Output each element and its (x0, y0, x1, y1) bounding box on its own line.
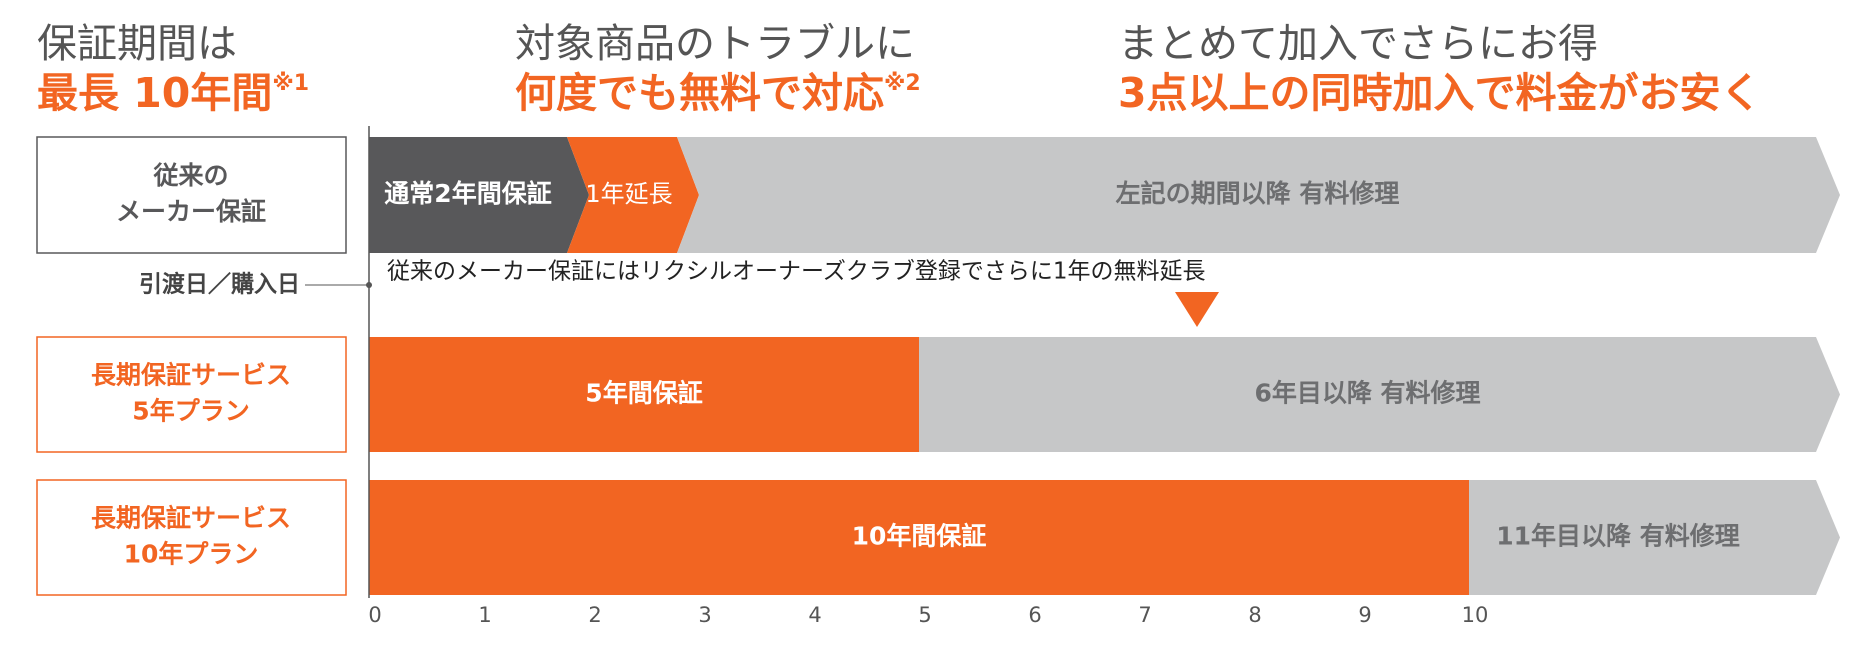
segment-label: 1年延長 (585, 180, 672, 208)
axis-tick-label: 8 (1248, 603, 1261, 627)
segment-label: 11年目以降 有料修理 (1496, 522, 1740, 551)
segment-label: 通常2年間保証 (384, 179, 551, 208)
axis-tick-label: 1 (478, 603, 491, 627)
headline-accent: 3点以上の同時加入で料金がお安く (1118, 69, 1762, 117)
bar-segment (369, 137, 589, 253)
headline-accent: 最長 10年間※1 (37, 69, 309, 117)
axis-tick-label: 6 (1028, 603, 1041, 627)
footnote-mark: ※1 (272, 71, 309, 96)
row-label: メーカー保証 (116, 197, 266, 226)
row-label: 長期保証サービス (91, 504, 291, 533)
axis-tick-label: 9 (1358, 603, 1371, 627)
axis-tick-label: 10 (1462, 603, 1489, 627)
axis-tick-label: 2 (588, 603, 601, 627)
bar-segment (677, 137, 1840, 253)
row-label: 従来の (152, 161, 228, 190)
bar-segment (1469, 480, 1840, 595)
headline-text: 3点以上の同時加入で料金がお安く (1118, 69, 1762, 117)
bar-segment (369, 480, 1469, 595)
segment-label: 左記の期間以降 有料修理 (1116, 179, 1400, 208)
row-label: 10年プラン (124, 540, 259, 569)
bar-segment (919, 337, 1840, 452)
axis-tick-label: 4 (808, 603, 821, 627)
bar-segment (369, 337, 919, 452)
extension-note: 従来のメーカー保証にはリクシルオーナーズクラブ登録でさらに1年の無料延長 (387, 259, 1205, 285)
axis-tick-label: 3 (698, 603, 711, 627)
axis-tick-label: 0 (368, 603, 381, 627)
pointer-triangle (1175, 292, 1219, 327)
headline-text: 最長 10年間 (37, 69, 272, 117)
axis-tick-label: 7 (1138, 603, 1151, 627)
row-label: 長期保証サービス (91, 361, 291, 390)
headline-accent: 何度でも無料で対応※2 (515, 69, 921, 117)
headline: まとめて加入でさらにお得 (1118, 21, 1598, 67)
row-label-box (36, 336, 347, 453)
segment-label: 10年間保証 (852, 522, 987, 551)
footnote-mark: ※2 (884, 71, 921, 96)
headline: 対象商品のトラブルに (515, 21, 915, 67)
segment-label: 6年目以降 有料修理 (1254, 379, 1480, 408)
headline-text: 何度でも無料で対応 (515, 69, 884, 117)
start-label: 引渡日／購入日 (139, 271, 300, 298)
headline: 保証期間は (37, 21, 237, 67)
row-label: 5年プラン (132, 397, 249, 426)
row-label-box (36, 136, 347, 254)
row-label-box (36, 479, 347, 596)
axis-tick-label: 5 (918, 603, 931, 627)
segment-label: 5年間保証 (585, 379, 702, 408)
bar-segment (567, 137, 699, 253)
